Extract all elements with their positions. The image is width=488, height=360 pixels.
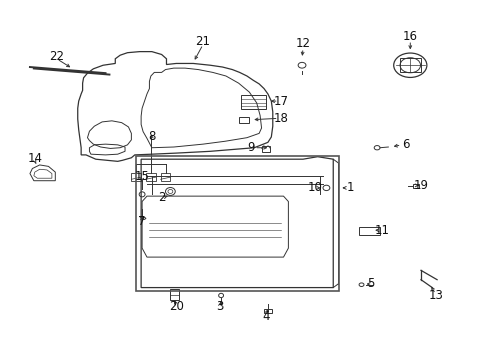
Text: 15: 15 xyxy=(134,170,149,183)
Bar xyxy=(358,226,379,234)
Bar xyxy=(399,58,420,72)
Text: 4: 4 xyxy=(262,310,270,323)
Bar xyxy=(160,173,170,181)
Text: 3: 3 xyxy=(216,300,224,313)
Text: 9: 9 xyxy=(246,141,254,154)
Text: 10: 10 xyxy=(307,181,322,194)
Text: 22: 22 xyxy=(49,50,64,63)
Text: 2: 2 xyxy=(158,191,165,204)
Text: 6: 6 xyxy=(401,138,408,151)
Text: 8: 8 xyxy=(148,130,155,144)
Text: 17: 17 xyxy=(273,95,288,108)
Bar xyxy=(131,173,141,181)
Bar xyxy=(146,173,156,181)
Text: 13: 13 xyxy=(427,289,442,302)
Text: 20: 20 xyxy=(168,300,183,313)
Text: 14: 14 xyxy=(27,152,42,165)
Text: 12: 12 xyxy=(295,37,310,50)
Text: 1: 1 xyxy=(346,181,354,194)
Text: 19: 19 xyxy=(413,179,427,192)
Bar xyxy=(264,309,271,314)
Text: 11: 11 xyxy=(374,224,389,237)
Text: 16: 16 xyxy=(402,30,417,43)
Bar xyxy=(238,117,249,123)
Text: 18: 18 xyxy=(273,112,288,125)
Text: 5: 5 xyxy=(367,278,374,291)
Bar xyxy=(240,95,265,109)
Bar xyxy=(136,156,338,291)
Text: 7: 7 xyxy=(138,215,145,228)
Bar xyxy=(261,145,270,152)
Text: 21: 21 xyxy=(195,35,210,49)
Bar xyxy=(170,289,179,300)
